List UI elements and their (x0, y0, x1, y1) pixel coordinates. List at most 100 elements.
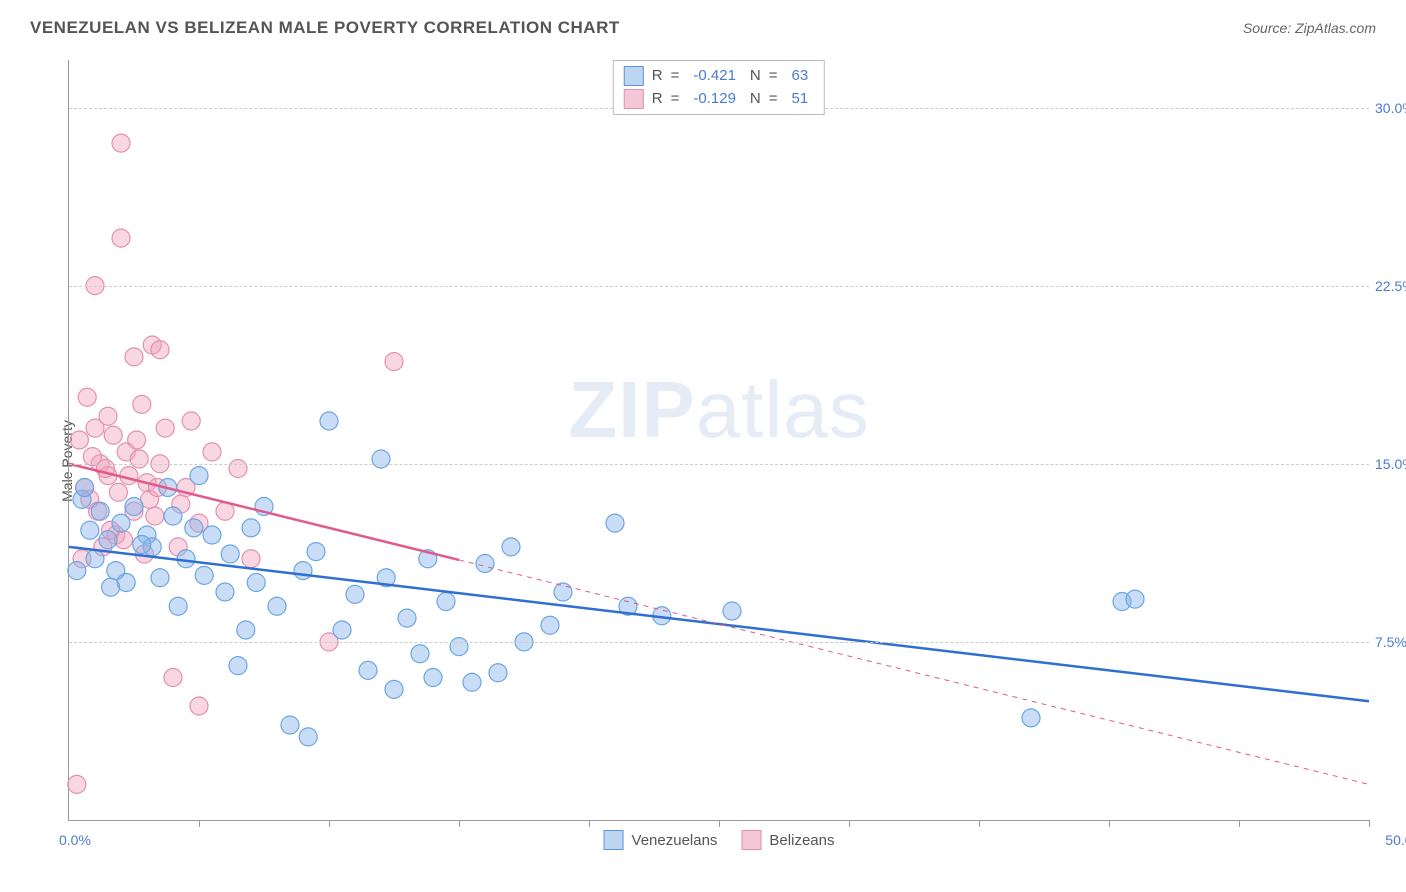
data-point (221, 545, 239, 563)
data-point (169, 597, 187, 615)
data-point (606, 514, 624, 532)
data-point (294, 562, 312, 580)
trend-line-extrapolated (459, 560, 1369, 784)
x-tick (1239, 820, 1240, 827)
data-point (242, 550, 260, 568)
legend-equals: = (671, 65, 680, 88)
data-point (554, 583, 572, 601)
x-tick (979, 820, 980, 827)
legend-bottom-swatch-1 (741, 830, 761, 850)
legend-equals: = (769, 88, 778, 111)
legend-item-0: Venezuelans (604, 830, 718, 850)
data-point (541, 616, 559, 634)
data-point (130, 450, 148, 468)
x-tick (1369, 820, 1370, 827)
y-tick-label: 15.0% (1375, 456, 1406, 472)
data-point (112, 229, 130, 247)
legend-n-value-1: 51 (786, 88, 815, 111)
legend-n-value-0: 63 (786, 65, 815, 88)
data-point (372, 450, 390, 468)
data-point (151, 341, 169, 359)
data-point (385, 353, 403, 371)
data-point (203, 443, 221, 461)
legend-row-1: R = -0.129 N = 51 (624, 88, 814, 111)
data-point (229, 460, 247, 478)
data-point (120, 467, 138, 485)
data-point (91, 502, 109, 520)
data-point (502, 538, 520, 556)
data-point (133, 395, 151, 413)
data-point (112, 134, 130, 152)
legend-equals: = (671, 88, 680, 111)
data-point (424, 669, 442, 687)
data-point (109, 483, 127, 501)
correlation-legend: R = -0.421 N = 63 R = -0.129 N = 51 (613, 60, 825, 115)
data-point (203, 526, 221, 544)
legend-r-label: R (652, 88, 663, 111)
data-point (190, 467, 208, 485)
source-name: ZipAtlas.com (1295, 20, 1376, 36)
plot-svg (69, 60, 1369, 820)
data-point (151, 569, 169, 587)
y-tick-label: 7.5% (1375, 634, 1406, 650)
data-point (68, 775, 86, 793)
data-point (411, 645, 429, 663)
legend-swatch-1 (624, 89, 644, 109)
data-point (476, 555, 494, 573)
data-point (320, 412, 338, 430)
x-tick (1109, 820, 1110, 827)
data-point (1126, 590, 1144, 608)
data-point (164, 507, 182, 525)
x-tick (199, 820, 200, 827)
data-point (216, 583, 234, 601)
source-attribution: Source: ZipAtlas.com (1243, 20, 1376, 36)
series-legend: Venezuelans Belizeans (604, 830, 835, 850)
plot-area: ZIPatlas R = -0.421 N = 63 R = -0.129 N … (68, 60, 1369, 821)
x-tick (589, 820, 590, 827)
data-point (463, 673, 481, 691)
data-point (112, 514, 130, 532)
data-point (723, 602, 741, 620)
legend-r-label: R (652, 65, 663, 88)
data-point (237, 621, 255, 639)
data-point (247, 574, 265, 592)
source-prefix: Source: (1243, 20, 1295, 36)
gridline-h (69, 286, 1369, 287)
data-point (346, 585, 364, 603)
gridline-h (69, 464, 1369, 465)
data-point (1022, 709, 1040, 727)
data-point (229, 657, 247, 675)
chart-title: VENEZUELAN VS BELIZEAN MALE POVERTY CORR… (30, 18, 620, 38)
data-point (104, 426, 122, 444)
data-point (398, 609, 416, 627)
y-tick-label: 30.0% (1375, 100, 1406, 116)
data-point (86, 550, 104, 568)
legend-bottom-swatch-0 (604, 830, 624, 850)
x-tick (849, 820, 850, 827)
data-point (489, 664, 507, 682)
data-point (125, 498, 143, 516)
x-tick (719, 820, 720, 827)
data-point (156, 419, 174, 437)
legend-swatch-0 (624, 66, 644, 86)
chart-container: Male Poverty ZIPatlas R = -0.421 N = 63 … (30, 50, 1386, 872)
data-point (195, 566, 213, 584)
legend-n-label: N (750, 65, 761, 88)
legend-n-label: N (750, 88, 761, 111)
data-point (99, 407, 117, 425)
legend-r-value-0: -0.421 (687, 65, 742, 88)
data-point (146, 507, 164, 525)
data-point (76, 479, 94, 497)
data-point (177, 550, 195, 568)
data-point (70, 431, 88, 449)
data-point (242, 519, 260, 537)
data-point (125, 348, 143, 366)
legend-equals: = (769, 65, 778, 88)
data-point (333, 621, 351, 639)
data-point (307, 543, 325, 561)
data-point (78, 388, 96, 406)
data-point (190, 697, 208, 715)
data-point (68, 562, 86, 580)
legend-r-value-1: -0.129 (687, 88, 742, 111)
legend-row-0: R = -0.421 N = 63 (624, 65, 814, 88)
